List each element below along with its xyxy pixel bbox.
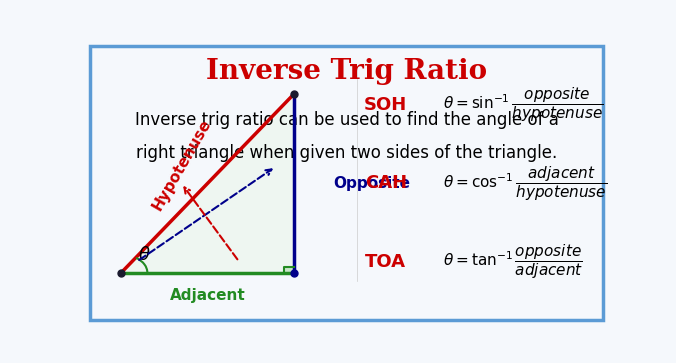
Bar — [284, 267, 294, 273]
Text: Inverse Trig Ratio: Inverse Trig Ratio — [206, 57, 487, 85]
Text: $\theta = \tan^{-1}\dfrac{\mathit{opposite}}{\mathit{adjacent}}$: $\theta = \tan^{-1}\dfrac{\mathit{opposi… — [443, 242, 583, 281]
FancyBboxPatch shape — [90, 46, 603, 320]
Text: Opposite: Opposite — [333, 176, 410, 191]
Text: Hypotenuse: Hypotenuse — [149, 117, 214, 213]
Text: SOH: SOH — [364, 96, 408, 114]
Text: $\theta$: $\theta$ — [139, 246, 151, 264]
Text: $\theta = \cos^{-1}\dfrac{\mathit{adjacent}}{\mathit{hypotenuse}}$: $\theta = \cos^{-1}\dfrac{\mathit{adjace… — [443, 164, 608, 203]
Text: $\theta = \sin^{-1}\dfrac{\mathit{opposite}}{\mathit{hypotenuse}}$: $\theta = \sin^{-1}\dfrac{\mathit{opposi… — [443, 86, 604, 125]
Text: Inverse trig ratio can be used to find the angle of a: Inverse trig ratio can be used to find t… — [135, 111, 558, 129]
Polygon shape — [121, 94, 294, 273]
Text: Adjacent: Adjacent — [170, 287, 245, 303]
Text: right triangle when given two sides of the triangle.: right triangle when given two sides of t… — [136, 144, 557, 162]
Text: CAH: CAH — [364, 174, 407, 192]
Text: TOA: TOA — [365, 253, 406, 270]
